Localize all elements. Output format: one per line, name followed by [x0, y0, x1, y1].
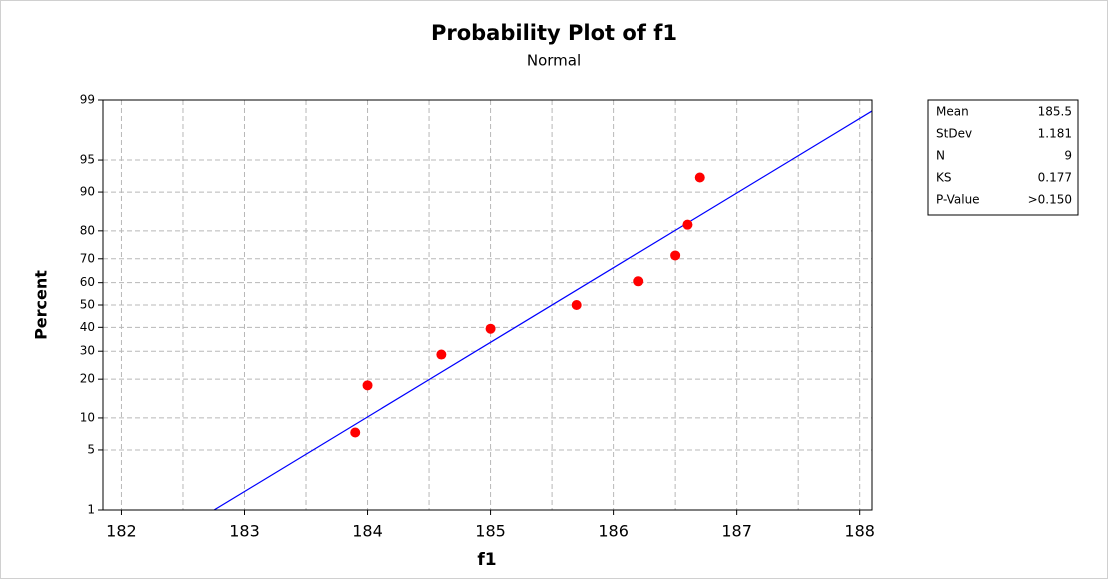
y-tick-label: 90 [80, 185, 95, 199]
stat-value: 1.181 [1038, 127, 1072, 141]
y-tick-label: 70 [80, 251, 95, 265]
y-tick-label: 5 [87, 442, 95, 456]
stat-label: P-Value [936, 193, 980, 207]
y-tick-label: 80 [80, 223, 95, 237]
data-point [350, 427, 361, 438]
y-tick-label: 60 [80, 275, 95, 289]
y-tick-label: 95 [80, 153, 95, 167]
x-tick-label: 187 [721, 522, 752, 541]
y-tick-label: 30 [80, 344, 95, 358]
x-axis-label: f1 [477, 550, 496, 570]
stat-value: >0.150 [1028, 193, 1072, 207]
y-tick-label: 50 [80, 298, 95, 312]
y-tick-label: 99 [80, 93, 95, 107]
x-tick-label: 182 [106, 522, 137, 541]
data-point [362, 380, 373, 391]
data-point [694, 172, 705, 183]
x-tick-label: 186 [598, 522, 629, 541]
stat-label: StDev [936, 127, 972, 141]
data-point [571, 300, 582, 310]
x-tick-label: 185 [475, 522, 506, 541]
x-tick-label: 183 [229, 522, 260, 541]
stats-box [927, 99, 1079, 216]
data-point [670, 250, 681, 261]
y-tick-label: 40 [80, 320, 95, 334]
x-tick-label: 184 [352, 522, 383, 541]
y-axis-label: Percent [32, 270, 51, 340]
chart-subtitle: Normal [527, 52, 581, 70]
y-tick-label: 20 [80, 372, 95, 386]
data-point [633, 276, 644, 287]
data-point [485, 323, 496, 334]
stat-label: Mean [936, 105, 969, 119]
stat-label: KS [936, 171, 952, 185]
stat-value: 185.5 [1038, 105, 1072, 119]
data-point [682, 219, 693, 230]
x-tick-label: 188 [844, 522, 875, 541]
chart-title: Probability Plot of f1 [431, 21, 677, 45]
y-tick-label: 10 [80, 410, 95, 424]
y-tick-label: 1 [87, 503, 95, 517]
stat-label: N [936, 149, 945, 163]
data-point [436, 349, 447, 360]
plot-frame [102, 99, 873, 511]
fit-line [213, 110, 872, 510]
stat-value: 9 [1064, 149, 1072, 163]
stat-value: 0.177 [1038, 171, 1072, 185]
